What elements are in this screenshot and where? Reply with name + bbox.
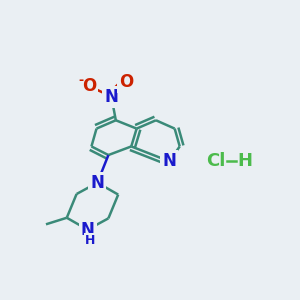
Text: H: H bbox=[85, 235, 96, 248]
Text: Cl: Cl bbox=[206, 152, 225, 170]
Text: O: O bbox=[119, 73, 133, 91]
Text: +: + bbox=[116, 85, 125, 95]
Text: N: N bbox=[162, 152, 176, 170]
Text: N: N bbox=[91, 174, 104, 192]
Text: N: N bbox=[81, 221, 94, 239]
Text: O: O bbox=[82, 77, 96, 95]
Text: H: H bbox=[238, 152, 253, 170]
Text: N: N bbox=[104, 88, 118, 106]
Text: -: - bbox=[78, 74, 83, 87]
